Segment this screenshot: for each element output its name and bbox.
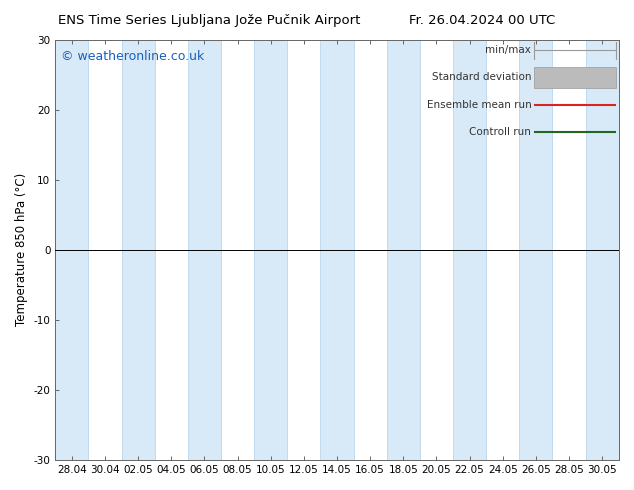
Bar: [586, 40, 619, 460]
Text: ENS Time Series Ljubljana Jože Pučnik Airport: ENS Time Series Ljubljana Jože Pučnik Ai…: [58, 14, 360, 27]
Bar: [188, 40, 221, 460]
Bar: [55, 40, 88, 460]
Bar: [320, 40, 354, 460]
FancyBboxPatch shape: [534, 67, 616, 88]
Text: Controll run: Controll run: [469, 127, 531, 137]
Text: © weatheronline.co.uk: © weatheronline.co.uk: [61, 50, 204, 63]
Bar: [254, 40, 287, 460]
Bar: [387, 40, 420, 460]
Text: Fr. 26.04.2024 00 UTC: Fr. 26.04.2024 00 UTC: [409, 14, 555, 27]
Y-axis label: Temperature 850 hPa (°C): Temperature 850 hPa (°C): [15, 173, 28, 326]
Text: Standard deviation: Standard deviation: [432, 73, 531, 82]
Bar: [122, 40, 155, 460]
Text: min/max: min/max: [486, 45, 531, 55]
Bar: [453, 40, 486, 460]
Text: Ensemble mean run: Ensemble mean run: [427, 100, 531, 110]
Bar: [519, 40, 552, 460]
